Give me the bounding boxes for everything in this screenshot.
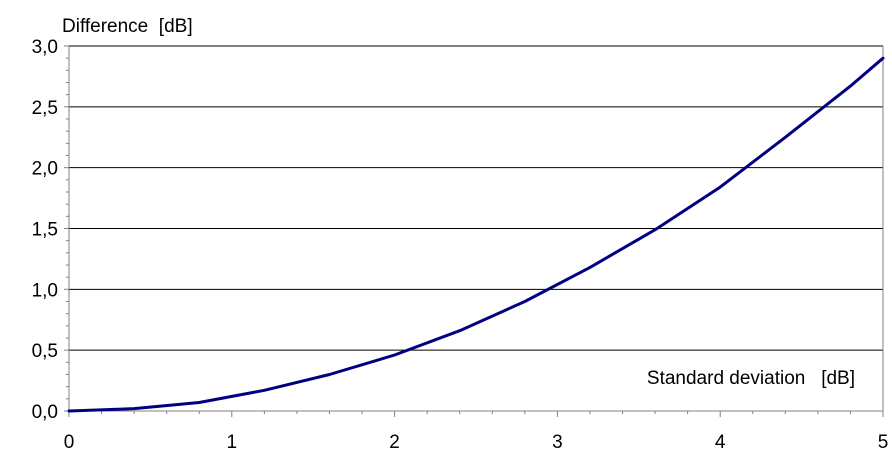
tick-labels: 0,0 0,5 1,0 1,5 2,0 2,5 3,0 0 1 2 3 4 5: [32, 37, 889, 453]
y-axis-title: Difference [dB]: [62, 16, 193, 37]
series-line: [67, 56, 885, 413]
y-tick-label: 2,0: [32, 159, 58, 180]
x-tick-label: 4: [715, 432, 726, 453]
x-tick-label: 1: [227, 432, 238, 453]
y-tick-label: 3,0: [32, 37, 58, 58]
gridlines: [69, 45, 883, 351]
x-tick-label: 3: [552, 432, 563, 453]
series-layer: [67, 56, 885, 413]
x-axis-title: Standard deviation [dB]: [647, 368, 855, 389]
y-tick-label: 1,5: [32, 220, 58, 241]
axis-ticks: [64, 45, 884, 417]
x-tick-label: 0: [64, 432, 75, 453]
y-tick-label: 0,5: [32, 341, 58, 362]
y-tick-label: 0,0: [32, 402, 58, 423]
y-tick-label: 1,0: [32, 280, 58, 301]
x-tick-label: 2: [389, 432, 400, 453]
y-tick-label: 2,5: [32, 98, 58, 119]
x-tick-label: 5: [878, 432, 889, 453]
